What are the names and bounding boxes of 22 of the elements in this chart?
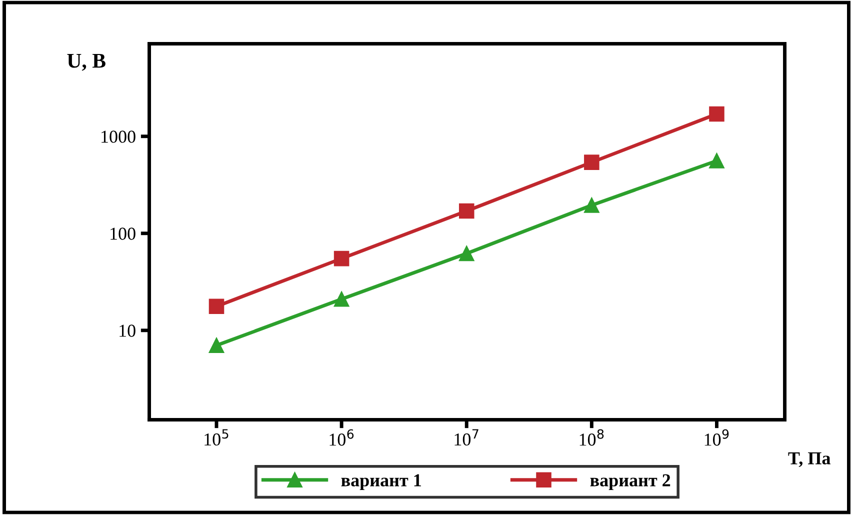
legend-label: вариант 2: [590, 474, 670, 490]
point: [334, 291, 350, 307]
x-tick-label: 10$^{8}$: [580, 429, 604, 446]
x-tick-label: 10$^{5}$: [204, 429, 228, 446]
point: [709, 153, 724, 168]
point: [458, 203, 474, 219]
point: [334, 250, 350, 266]
x-tick-label: 10$^{6}$: [330, 429, 354, 446]
point: [584, 198, 600, 213]
y-axis-title: U, В: [67, 54, 106, 71]
x-axis-title: T, Па: [788, 452, 830, 468]
point: [208, 338, 224, 354]
x-tick-label: 10$^{7}$: [454, 429, 478, 446]
point: [584, 154, 600, 170]
y-tick-label: 100: [110, 228, 136, 240]
y-tick-label: 1000: [102, 130, 136, 143]
point: [208, 298, 224, 314]
point: [709, 106, 724, 122]
x-tick-label: 10$^{9}$: [704, 429, 729, 446]
point: [458, 246, 474, 262]
legend-label: вариант 1: [341, 474, 421, 490]
y-tick-label: 10: [120, 324, 136, 337]
